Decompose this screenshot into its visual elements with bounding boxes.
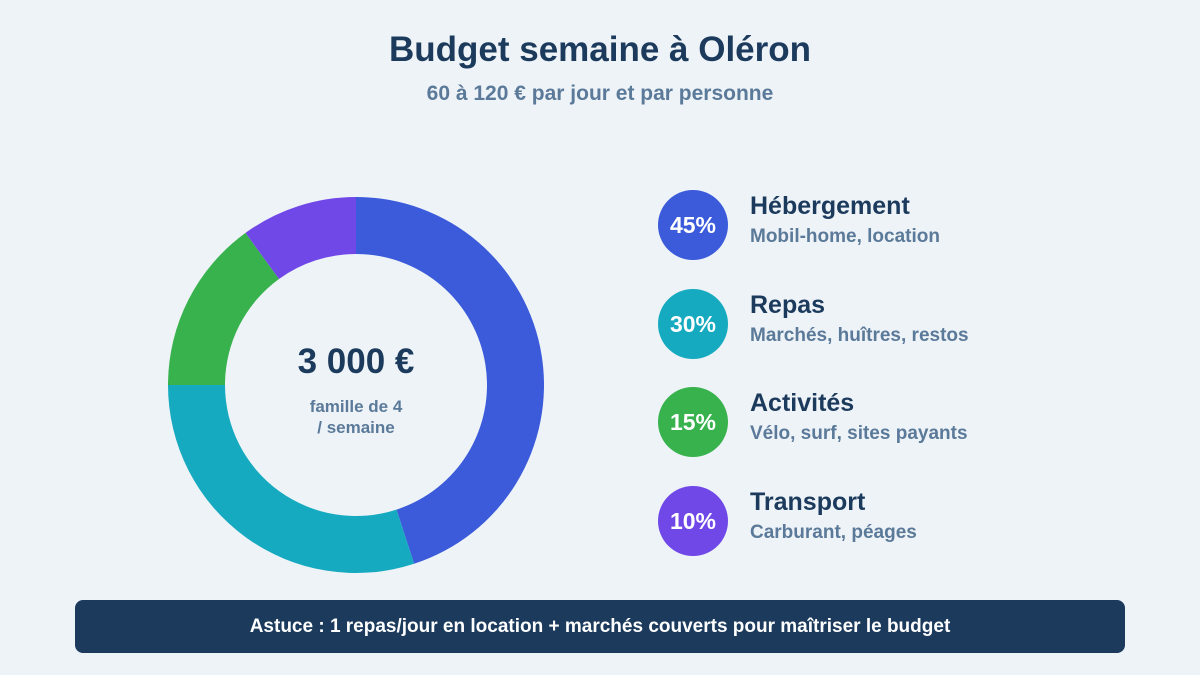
legend-percent-badge: 45% <box>658 190 728 260</box>
legend-title: Transport <box>750 488 866 516</box>
legend-percent-badge: 15% <box>658 387 728 457</box>
legend-item-transport: 10% Transport Carburant, péages <box>658 486 1138 556</box>
donut-center-caption: famille de 4 / semaine <box>206 396 506 438</box>
tip-banner: Astuce : 1 repas/jour en location + marc… <box>75 600 1125 653</box>
legend-description: Marchés, huîtres, restos <box>750 325 969 346</box>
legend-description: Vélo, surf, sites payants <box>750 423 968 444</box>
legend-item-activites: 15% Activités Vélo, surf, sites payants <box>658 387 1138 457</box>
page-subtitle: 60 à 120 € par jour et par personne <box>426 82 774 105</box>
donut-slice-repas <box>168 385 415 573</box>
legend-title: Repas <box>750 291 826 319</box>
legend-description: Carburant, péages <box>750 522 917 543</box>
legend-item-repas: 30% Repas Marchés, huîtres, restos <box>658 289 1138 359</box>
legend-percent-badge: 30% <box>658 289 728 359</box>
caption-line-family: famille de 4 <box>309 397 403 416</box>
donut-slice-transport <box>245 197 356 280</box>
legend-description: Mobil-home, location <box>750 226 940 247</box>
donut-slice-activites <box>168 232 280 385</box>
caption-line-week: / semaine <box>317 418 395 437</box>
legend-item-hebergement: 45% Hébergement Mobil-home, location <box>658 190 1138 260</box>
legend-percent-badge: 10% <box>658 486 728 556</box>
legend-title: Hébergement <box>750 192 910 220</box>
donut-slice-hebergement <box>356 197 544 564</box>
budget-donut-chart <box>168 197 544 573</box>
page-title: Budget semaine à Oléron <box>388 30 812 69</box>
legend-title: Activités <box>750 389 855 417</box>
donut-center-total: 3 000 € <box>297 342 415 381</box>
